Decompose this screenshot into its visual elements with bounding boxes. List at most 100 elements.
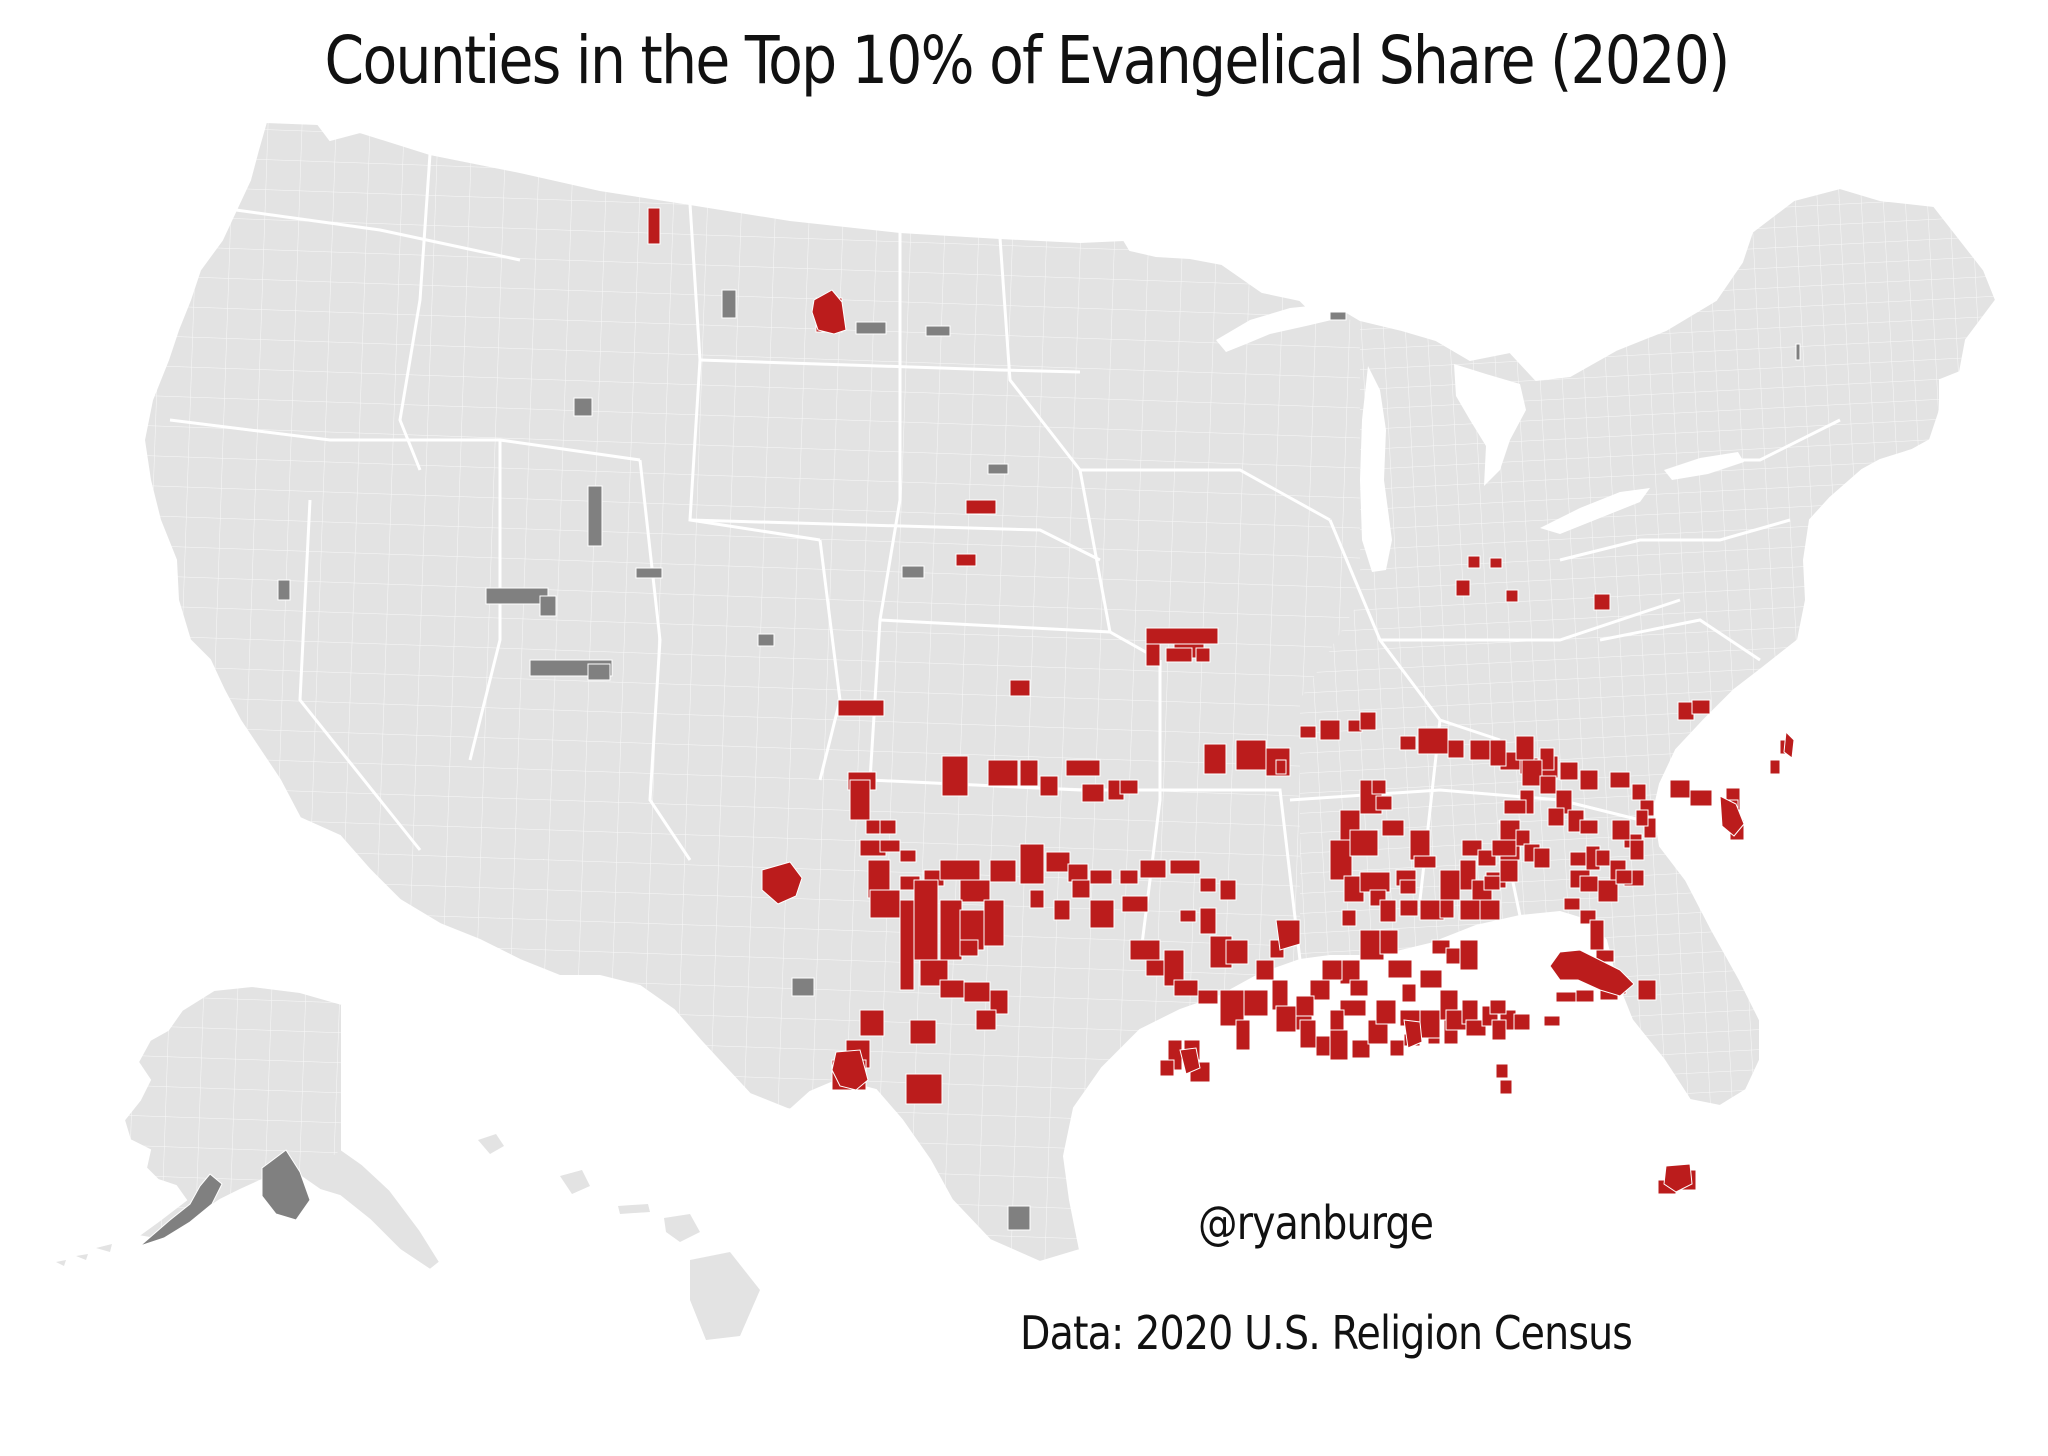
top-10-percent-county — [1489, 999, 1507, 1015]
top-10-percent-county — [1499, 1079, 1513, 1095]
top-10-percent-county — [1547, 807, 1565, 827]
top-10-percent-county — [941, 755, 969, 797]
top-10-percent-county — [1299, 725, 1317, 739]
no-data-county — [587, 485, 603, 547]
top-10-percent-county — [879, 839, 901, 853]
top-10-percent-county — [1009, 679, 1031, 697]
top-10-percent-county — [1461, 839, 1483, 857]
top-10-percent-county — [1389, 1039, 1405, 1057]
top-10-percent-county — [1225, 939, 1249, 965]
top-10-percent-county — [1465, 1019, 1487, 1037]
top-10-percent-county — [1119, 779, 1139, 795]
top-10-percent-county — [1455, 579, 1471, 597]
top-10-percent-county — [1169, 859, 1201, 875]
top-10-percent-county — [1719, 795, 1745, 837]
top-10-percent-county — [1611, 819, 1631, 841]
top-10-percent-county — [1065, 759, 1101, 777]
map-title: Counties in the Top 10% of Evangelical S… — [324, 22, 1731, 99]
top-10-percent-county — [1635, 809, 1649, 827]
top-10-percent-county — [913, 879, 939, 961]
top-10-percent-county — [1295, 995, 1315, 1017]
top-10-percent-county — [1399, 899, 1419, 917]
top-10-percent-county — [1479, 899, 1501, 921]
no-data-county — [901, 565, 925, 579]
top-10-percent-county — [1145, 643, 1161, 667]
top-10-percent-county — [1199, 907, 1217, 935]
top-10-percent-county — [1503, 799, 1527, 815]
no-data-county — [635, 567, 663, 579]
top-10-percent-county — [959, 879, 991, 903]
no-data-county — [855, 321, 887, 335]
no-data-county — [587, 663, 611, 681]
top-10-percent-county — [1439, 869, 1461, 901]
top-10-percent-county — [1199, 877, 1217, 893]
top-10-percent-county — [955, 553, 977, 567]
top-10-percent-county — [1575, 989, 1595, 1003]
top-10-percent-county — [1235, 1019, 1251, 1051]
top-10-percent-county — [1417, 727, 1449, 755]
top-10-percent-county — [1329, 1009, 1345, 1031]
author-handle: @ryanburge — [1198, 1196, 1434, 1250]
no-data-county — [539, 595, 557, 617]
top-10-percent-county — [1275, 1005, 1297, 1033]
top-10-percent-county — [1413, 855, 1437, 869]
top-10-percent-county — [1019, 759, 1039, 787]
top-10-percent-county — [1119, 869, 1139, 885]
top-10-percent-county — [1579, 819, 1599, 835]
top-10-percent-county — [811, 289, 847, 335]
top-10-percent-county — [1489, 557, 1503, 569]
no-data-county — [1795, 343, 1801, 361]
top-10-percent-county — [1419, 969, 1443, 989]
top-10-percent-county — [1783, 730, 1795, 759]
top-10-percent-county — [1139, 859, 1167, 879]
top-10-percent-county — [849, 779, 871, 821]
top-10-percent-county — [1255, 959, 1275, 981]
hawaii-island-oahu — [560, 1170, 590, 1194]
top-10-percent-county — [1275, 759, 1287, 775]
top-10-percent-county — [1159, 1059, 1175, 1077]
top-10-percent-county — [1491, 1019, 1507, 1041]
top-10-percent-county — [1071, 879, 1091, 899]
top-10-percent-county — [1609, 771, 1631, 789]
top-10-percent-county — [1595, 849, 1611, 867]
top-10-percent-county — [1275, 919, 1301, 951]
top-10-percent-county — [1539, 747, 1555, 771]
top-10-percent-county — [1631, 783, 1647, 801]
top-10-percent-county — [1081, 783, 1105, 803]
top-10-percent-county — [1597, 879, 1619, 903]
no-data-county — [573, 397, 593, 417]
top-10-percent-county — [1375, 795, 1393, 811]
hawaii-island-kauai — [478, 1134, 504, 1154]
top-10-percent-county — [983, 899, 1005, 947]
top-10-percent-county — [1379, 929, 1399, 955]
top-10-percent-county — [1053, 899, 1071, 921]
top-10-percent-county — [1319, 719, 1341, 741]
top-10-percent-county — [1121, 895, 1149, 913]
top-10-percent-county — [1341, 909, 1357, 927]
top-10-percent-county — [1515, 735, 1535, 761]
top-10-percent-county — [905, 1073, 943, 1105]
top-10-percent-county — [1637, 979, 1657, 1001]
top-10-percent-county — [1467, 555, 1481, 569]
top-10-percent-county — [1691, 699, 1711, 715]
hawaii-island-big-island — [690, 1252, 760, 1340]
no-data-county — [277, 579, 291, 601]
top-10-percent-county — [1315, 1035, 1331, 1057]
top-10-percent-county — [1195, 647, 1211, 663]
top-10-percent-county — [1495, 1063, 1509, 1079]
top-10-percent-county — [1371, 779, 1387, 795]
top-10-percent-county — [1359, 871, 1391, 893]
top-10-percent-county — [1019, 843, 1045, 885]
top-10-percent-county — [1579, 769, 1599, 791]
top-10-percent-county — [859, 1009, 885, 1037]
top-10-percent-county — [899, 849, 917, 863]
top-10-percent-county — [1491, 839, 1517, 857]
no-data-county — [1007, 1205, 1031, 1231]
top-10-percent-county — [1029, 889, 1045, 909]
top-10-percent-county — [975, 1009, 997, 1031]
top-10-percent-county — [1403, 1019, 1423, 1049]
top-10-percent-county — [1219, 879, 1237, 901]
no-data-counties — [139, 289, 1801, 1247]
top-10-percent-county — [1505, 589, 1519, 603]
